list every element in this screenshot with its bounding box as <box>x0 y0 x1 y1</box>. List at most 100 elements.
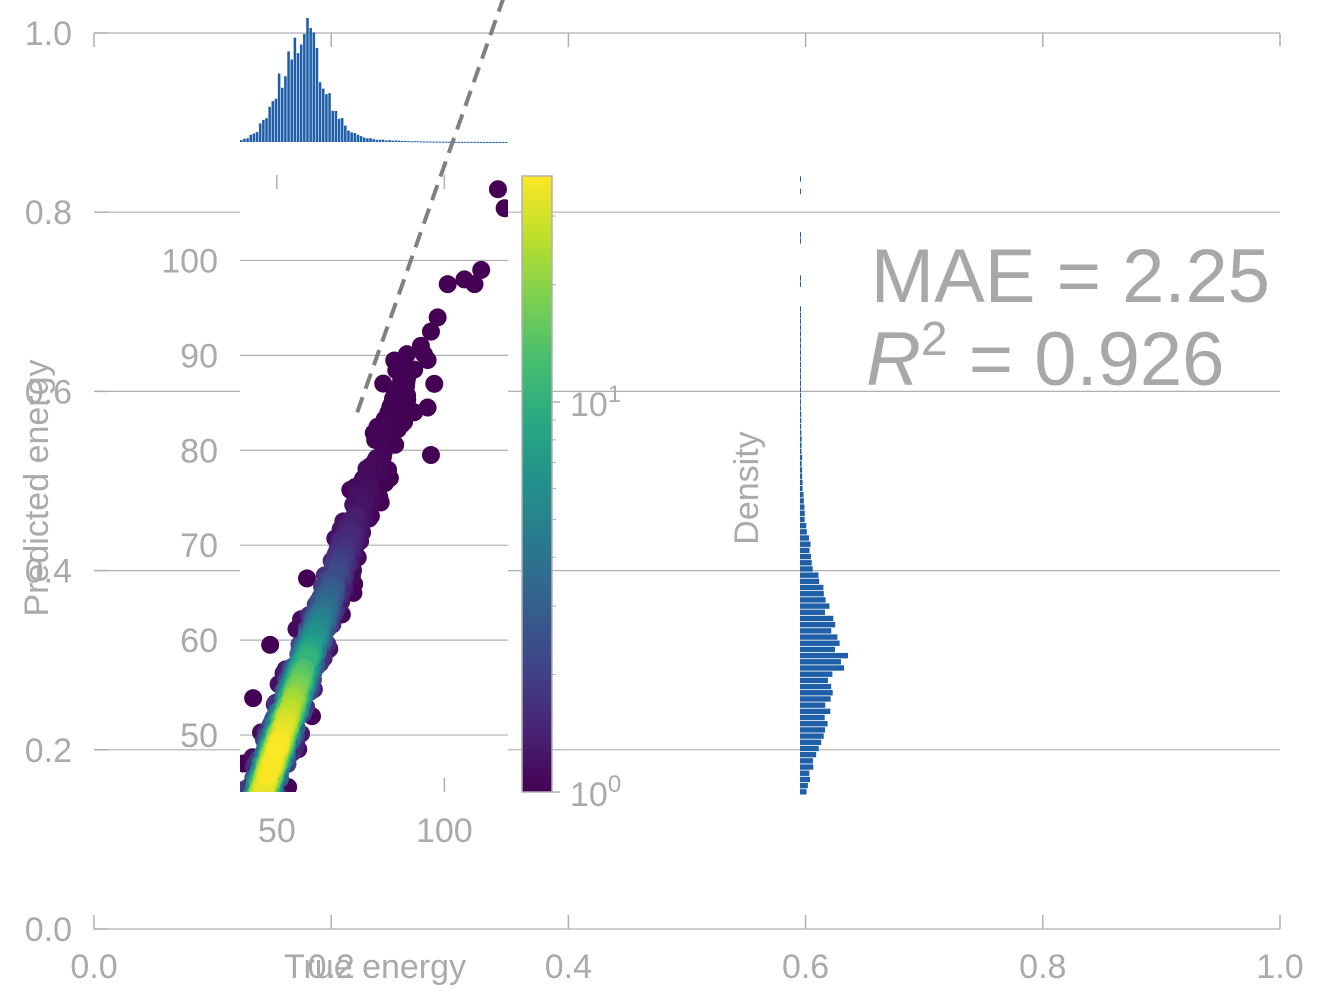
right-hist-bar <box>800 547 810 554</box>
top-hist-bar <box>265 118 268 142</box>
scatter-point <box>247 794 265 812</box>
colorbar-tick-exponent: 1 <box>608 381 621 408</box>
scatter-point <box>245 793 263 811</box>
right-hist-bar <box>800 621 836 628</box>
scatter-point <box>249 791 257 792</box>
right-hist-bar <box>800 355 801 362</box>
scatter-point <box>372 433 391 452</box>
right-hist-bar <box>800 541 811 547</box>
right-hist-bar <box>800 529 807 535</box>
right-hist-bar <box>800 770 810 776</box>
mae-text: MAE = 2.25 <box>871 234 1270 319</box>
scatter-point <box>233 841 251 859</box>
right-hist-bar <box>800 597 826 603</box>
right-hist-bar <box>800 758 814 764</box>
scatter-point <box>237 838 255 856</box>
bg-y-tick-label: 0.2 <box>25 732 72 770</box>
right-hist-bar <box>800 436 802 442</box>
colorbar-tick-label: 100 <box>570 771 621 814</box>
top-hist-bar <box>331 110 334 142</box>
top-hist-bar <box>366 138 369 142</box>
scatter-point <box>267 742 286 761</box>
colorbar-tick-base: 10 <box>570 386 608 424</box>
top-hist-bar <box>243 138 246 142</box>
scatter-point <box>243 860 261 878</box>
scatter-point <box>235 863 253 881</box>
top-hist-bar <box>378 139 382 142</box>
scatter-point <box>472 260 491 279</box>
scatter-point <box>237 843 255 861</box>
stats-annotation: MAE = 2.25 R2 = 0.926 <box>866 234 1270 402</box>
right-hist-bar <box>800 609 825 615</box>
scatter-point <box>234 832 252 850</box>
right-hist-bar <box>800 690 833 696</box>
right-hist-bar <box>800 374 801 380</box>
right-hist-bar <box>800 522 807 529</box>
right-hist-bar <box>800 652 848 659</box>
scatter-point <box>240 825 258 843</box>
top-hist-bar <box>400 140 404 142</box>
scatter-point <box>260 790 271 792</box>
scatter-point <box>240 818 258 836</box>
top-hist-bar <box>287 51 290 142</box>
scatter-point <box>256 795 274 813</box>
scatter-point <box>425 374 444 393</box>
right-hist-bar <box>800 504 805 510</box>
top-hist-bar <box>356 134 360 142</box>
top-hist-bar <box>476 141 480 143</box>
right-hist-bar <box>800 454 803 461</box>
right-hist-bar <box>800 566 813 572</box>
right-hist-bar <box>800 553 812 560</box>
top-hist-bar <box>504 141 508 143</box>
top-hist-bar <box>416 141 420 143</box>
top-hist-bar <box>413 141 416 143</box>
r2-text: R2 = 0.926 <box>866 313 1224 402</box>
x-tick-label: 50 <box>258 812 296 850</box>
right-hist-bar <box>800 312 801 318</box>
right-hist-bar <box>800 603 830 609</box>
scatter-point <box>237 842 255 860</box>
right-hist-bar <box>800 417 802 424</box>
r2-symbol: R <box>866 317 921 402</box>
scatter-point <box>240 839 258 857</box>
y-axis-label: Predicted energy <box>18 359 56 616</box>
top-hist-bar <box>347 130 350 142</box>
top-hist-bar <box>299 44 303 142</box>
top-hist-bar <box>457 141 461 143</box>
scatter-point <box>238 858 256 876</box>
right-hist-bar <box>800 349 801 356</box>
scatter-point <box>241 825 259 843</box>
top-hist-bar <box>394 140 398 142</box>
right-hist-bar <box>800 727 826 733</box>
right-hist-bar <box>800 733 824 739</box>
top-hist-bar <box>479 141 483 143</box>
right-hist-bar <box>800 343 801 349</box>
scatter-point <box>231 824 249 842</box>
right-hist-bar <box>800 392 801 399</box>
colorbar-tick-label: 101 <box>570 381 621 424</box>
top-hist-bar <box>391 140 394 142</box>
bg-x-tick-label: 0.8 <box>1019 948 1066 986</box>
top-hist-bar <box>353 132 357 142</box>
right-hist-bar <box>800 628 832 634</box>
scatter-point <box>488 180 507 199</box>
scatter-point <box>234 834 252 852</box>
scatter-point <box>260 789 273 792</box>
scatter-point <box>251 789 264 792</box>
scatter-point <box>242 800 260 818</box>
r2-superscript: 2 <box>921 313 948 366</box>
scatter-point <box>262 793 280 811</box>
r2-value: = 0.926 <box>948 317 1225 402</box>
scatter-point <box>241 832 259 850</box>
right-hist-bar <box>800 467 803 473</box>
bg-x-tick-label: 1.0 <box>1256 948 1303 986</box>
right-hist-bar <box>800 281 801 287</box>
right-hist-bar <box>800 659 841 665</box>
top-hist-bar <box>318 82 322 142</box>
scatter-point <box>428 308 447 327</box>
scatter-point <box>253 793 271 811</box>
right-hist-bar <box>800 776 810 783</box>
right-hist-bar <box>800 677 828 684</box>
top-hist-bar <box>441 141 445 143</box>
right-hist-bar <box>800 640 840 646</box>
